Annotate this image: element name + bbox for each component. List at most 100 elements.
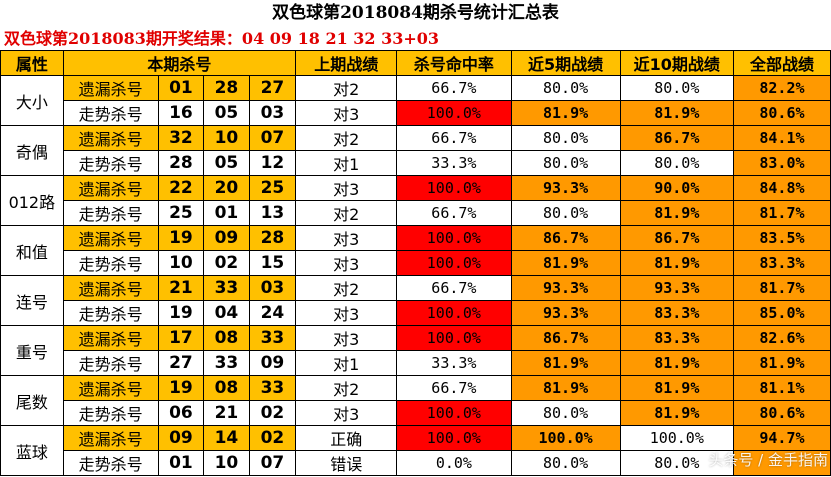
recent10-rate: 80.0%	[619, 75, 734, 101]
hit-rate: 100.0%	[396, 100, 512, 126]
all-rate: 85.0%	[732, 300, 831, 326]
kill-number: 09	[248, 350, 297, 376]
recent5-rate: 80.0%	[510, 400, 621, 426]
table-row: 尾数 遗漏杀号 19 08 33 对2 66.7% 81.9% 81.9% 81.1%	[0, 375, 831, 426]
draw-result-line: 双色球第2018083期开奖结果：04 09 18 21 32 33+03	[4, 29, 440, 48]
stats-table: 属性 本期杀号 上期战绩 杀号命中率 近5期战绩 近10期战绩 全部战绩 大小遗…	[0, 50, 831, 476]
method-label: 走势杀号	[62, 350, 159, 376]
kill-number: 03	[248, 275, 297, 301]
all-rate: 82.2%	[732, 75, 831, 101]
kill-number: 28	[203, 75, 250, 101]
kill-number: 17	[157, 325, 205, 351]
table-row: 走势杀号 19 04 24 对3 100.0% 93.3% 83.3% 85.0%	[1, 300, 831, 326]
kill-number: 21	[203, 400, 250, 426]
last-result: 对1	[295, 150, 398, 176]
kill-number: 01	[203, 200, 250, 226]
header-row: 属性 本期杀号 上期战绩 杀号命中率 近5期战绩 近10期战绩 全部战绩	[0, 50, 831, 76]
recent5-rate: 93.3%	[510, 300, 621, 326]
recent5-rate: 80.0%	[510, 75, 621, 101]
kill-number: 19	[157, 375, 205, 401]
last-result: 对3	[295, 175, 398, 201]
recent10-rate: 80.0%	[619, 450, 734, 476]
kill-number: 04	[203, 300, 250, 326]
recent5-rate: 81.9%	[510, 375, 621, 401]
all-rate: 81.1%	[732, 375, 831, 401]
method-label: 走势杀号	[62, 300, 159, 326]
hit-rate: 100.0%	[396, 250, 512, 276]
hit-rate: 100.0%	[396, 300, 512, 326]
header-last: 上期战绩	[295, 50, 398, 76]
kill-number: 05	[203, 150, 250, 176]
table-row: 大小 遗漏杀号 01 28 27 对2 66.7% 80.0% 80.0% 82.2%	[0, 75, 831, 126]
all-rate: 84.1%	[732, 125, 831, 151]
recent10-rate: 81.9%	[619, 250, 734, 276]
kill-number: 19	[157, 300, 205, 326]
recent10-rate: 93.3%	[619, 275, 734, 301]
recent5-rate: 100.0%	[510, 425, 621, 451]
kill-number: 09	[203, 225, 250, 251]
method-label: 走势杀号	[62, 100, 159, 126]
kill-number: 08	[203, 325, 250, 351]
group-name: 奇偶	[0, 125, 64, 176]
recent5-rate: 81.9%	[510, 350, 621, 376]
recent5-rate: 86.7%	[510, 325, 621, 351]
last-result: 对2	[295, 125, 398, 151]
table-row: 走势杀号 01 10 07 错误 0.0% 80.0% 80.0%	[1, 450, 831, 476]
recent10-rate: 100.0%	[619, 425, 734, 451]
recent10-rate: 81.9%	[619, 200, 734, 226]
last-result: 对2	[295, 200, 398, 226]
kill-number: 01	[157, 75, 205, 101]
kill-number: 09	[157, 425, 205, 451]
last-result: 正确	[295, 425, 398, 451]
header-rate: 杀号命中率	[396, 50, 512, 76]
all-rate: 83.0%	[732, 150, 831, 176]
group-name: 和值	[0, 225, 64, 276]
recent10-rate: 86.7%	[619, 225, 734, 251]
hit-rate: 100.0%	[396, 175, 512, 201]
kill-number: 20	[203, 175, 250, 201]
all-rate: 83.5%	[732, 225, 831, 251]
last-result: 对2	[295, 375, 398, 401]
last-result: 对3	[295, 100, 398, 126]
kill-number: 05	[203, 100, 250, 126]
kill-number: 07	[248, 450, 297, 476]
group-name: 尾数	[0, 375, 64, 426]
all-rate: 81.7%	[732, 275, 831, 301]
last-result: 对3	[295, 400, 398, 426]
recent5-rate: 80.0%	[510, 450, 621, 476]
group-name: 重号	[0, 325, 64, 376]
recent10-rate: 83.3%	[619, 325, 734, 351]
header-recent5: 近5期战绩	[510, 50, 621, 76]
recent5-rate: 80.0%	[510, 200, 621, 226]
last-result: 对3	[295, 250, 398, 276]
last-result: 对1	[295, 350, 398, 376]
kill-number: 01	[157, 450, 205, 476]
all-rate: 80.6%	[732, 100, 831, 126]
recent10-rate: 81.9%	[619, 100, 734, 126]
group-name: 012路	[0, 175, 64, 226]
kill-number: 21	[157, 275, 205, 301]
hit-rate: 0.0%	[396, 450, 512, 476]
table-row: 012路 遗漏杀号 22 20 25 对3 100.0% 93.3% 90.0% 84.8%	[0, 175, 831, 226]
recent10-rate: 81.9%	[619, 400, 734, 426]
kill-number: 25	[157, 200, 205, 226]
hit-rate: 33.3%	[396, 150, 512, 176]
kill-number: 02	[248, 400, 297, 426]
kill-number: 12	[248, 150, 297, 176]
last-result: 对3	[295, 325, 398, 351]
all-rate: 82.6%	[732, 325, 831, 351]
method-label: 遗漏杀号	[62, 125, 159, 151]
table-row: 走势杀号 10 02 15 对3 100.0% 81.9% 81.9% 83.3%	[1, 250, 831, 276]
table-row: 重号 遗漏杀号 17 08 33 对3 100.0% 86.7% 83.3% 82.6%	[0, 325, 831, 376]
kill-number: 07	[248, 125, 297, 151]
method-label: 走势杀号	[62, 200, 159, 226]
kill-number: 33	[203, 275, 250, 301]
group-name: 大小	[0, 75, 64, 126]
method-label: 遗漏杀号	[62, 75, 159, 101]
header-recent10: 近10期战绩	[619, 50, 734, 76]
kill-number: 10	[203, 450, 250, 476]
recent5-rate: 81.9%	[510, 250, 621, 276]
header-all: 全部战绩	[732, 50, 831, 76]
last-result: 对3	[295, 300, 398, 326]
